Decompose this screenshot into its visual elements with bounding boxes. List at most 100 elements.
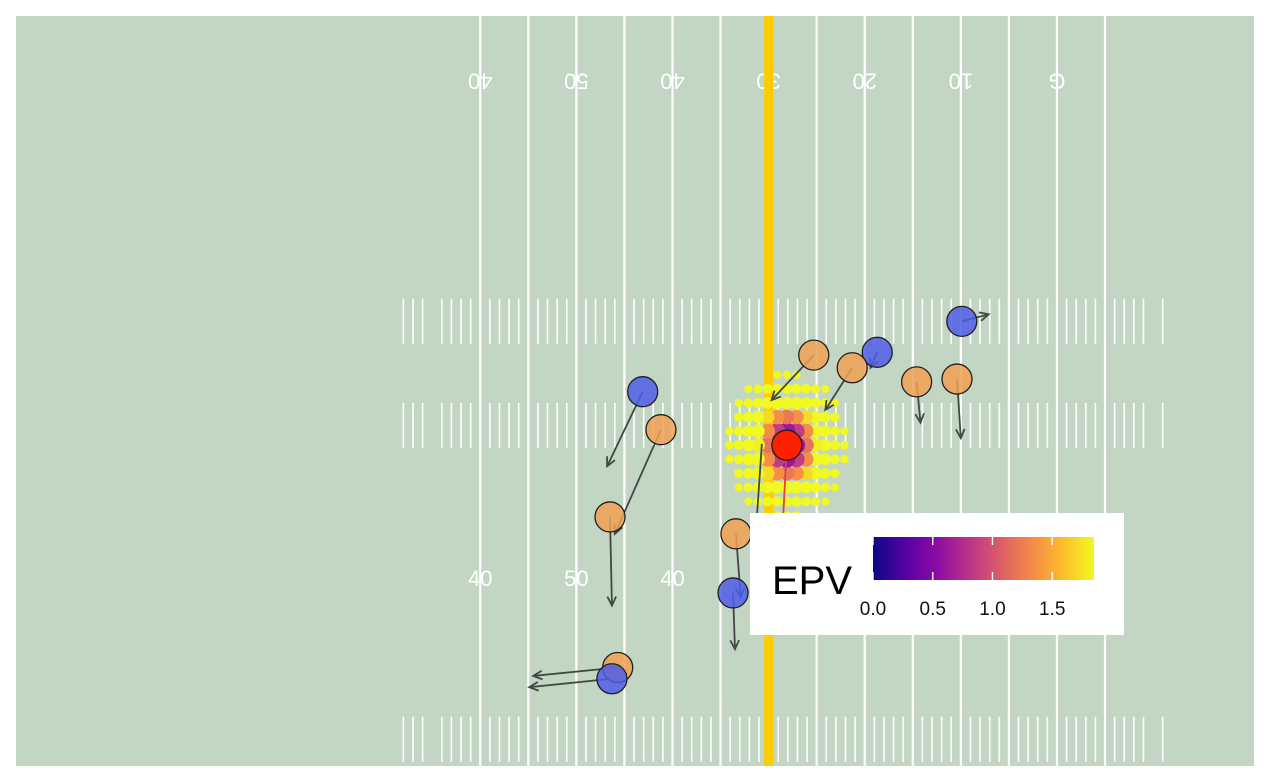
velocity-arrow-head <box>729 639 740 652</box>
epv-point <box>801 383 812 394</box>
epv-point <box>743 467 754 479</box>
epv-point <box>770 409 785 425</box>
legend-ticks: 0.0 0.5 1.0 1.5 <box>860 537 1065 620</box>
offense-player <box>900 366 933 398</box>
epv-point <box>744 497 753 506</box>
epv-point <box>751 410 765 424</box>
epv-point <box>734 483 743 492</box>
epv-point <box>751 467 765 480</box>
epv-point <box>829 426 840 437</box>
epv-point <box>800 481 812 494</box>
epv-point <box>752 397 764 409</box>
epv-point <box>820 482 831 493</box>
offense-player <box>836 352 868 384</box>
yard-number-flipped: 40 <box>660 69 684 94</box>
epv-point <box>819 425 832 437</box>
velocity-arrow-head <box>527 681 539 692</box>
legend-tick-label: 0.5 <box>920 599 946 620</box>
legend-title: EPV <box>772 559 852 603</box>
players <box>594 305 978 695</box>
epv-point <box>840 426 849 436</box>
epv-point <box>734 468 744 478</box>
velocity-arrow-head <box>606 456 616 469</box>
velocity-arrow-head <box>978 311 991 322</box>
epv-point <box>760 423 776 439</box>
legend: EPV 0.0 0.5 1.0 1.5 <box>750 513 1124 635</box>
epv-point <box>771 481 784 494</box>
velocity-arrow-head <box>955 428 966 441</box>
velocity-arrow-head <box>770 390 782 402</box>
epv-point <box>772 496 783 507</box>
offense-player <box>645 414 677 446</box>
epv-point <box>782 370 792 380</box>
yard-number: 40 <box>660 566 684 591</box>
defense-player <box>861 336 893 368</box>
epv-point <box>742 425 755 437</box>
epv-point <box>743 398 754 408</box>
epv-point <box>742 439 755 452</box>
yard-numbers: 404050504040303020201010GG <box>468 69 1066 591</box>
yard-number: 50 <box>564 566 588 591</box>
epv-point <box>830 483 840 492</box>
epv-point <box>811 384 821 394</box>
velocity-arrow-head <box>914 412 925 425</box>
epv-point <box>819 439 832 452</box>
epv-point <box>819 411 831 423</box>
yard-number: 40 <box>468 566 492 591</box>
epv-point <box>830 412 840 422</box>
epv-point <box>840 440 849 450</box>
legend-colorbar <box>873 537 1094 580</box>
velocity-arrow-head <box>531 669 543 681</box>
yard-number-flipped: 40 <box>468 69 492 94</box>
epv-point <box>760 410 775 424</box>
epv-point <box>733 454 744 465</box>
epv-point <box>809 467 822 480</box>
epv-point <box>743 482 754 493</box>
epv-point <box>829 440 841 451</box>
epv-point <box>773 370 782 379</box>
epv-point <box>790 396 803 410</box>
epv-point <box>761 481 774 494</box>
defense-player <box>596 663 628 695</box>
epv-point <box>733 440 744 451</box>
offense-player <box>798 339 830 371</box>
velocity-arrow-head <box>606 596 617 608</box>
defense-player <box>946 305 978 337</box>
epv-point <box>819 467 831 479</box>
epv-point <box>770 466 785 481</box>
epv-point <box>829 454 840 465</box>
yard-number-flipped: 10 <box>949 69 973 94</box>
yard-number-flipped: G <box>1048 69 1065 94</box>
ball-carrier <box>771 429 803 461</box>
epv-point <box>733 426 744 437</box>
epv-point <box>725 426 734 436</box>
epv-point <box>759 437 776 453</box>
epv-point <box>830 468 840 478</box>
epv-point <box>744 384 753 393</box>
epv-point <box>734 398 743 408</box>
epv-point <box>724 440 734 450</box>
epv-point <box>801 496 812 507</box>
velocity-arrow-head <box>824 399 835 412</box>
legend-tick-label: 1.5 <box>1039 599 1065 620</box>
legend-tick-label: 0.0 <box>860 599 886 620</box>
epv-point <box>821 384 830 393</box>
defense-player <box>717 577 749 609</box>
epv-point <box>760 451 776 467</box>
epv-point <box>819 453 832 466</box>
epv-point <box>725 455 734 464</box>
epv-point <box>810 482 822 493</box>
epv-point <box>790 481 803 494</box>
epv-point <box>762 383 773 394</box>
epv-grid <box>724 370 849 520</box>
epv-point <box>761 397 774 409</box>
epv-point <box>840 455 849 464</box>
epv-point <box>751 424 765 438</box>
legend-tick-label: 1.0 <box>979 599 1005 620</box>
epv-point <box>762 496 773 507</box>
epv-point <box>760 466 775 481</box>
yard-number-flipped: 20 <box>852 69 876 94</box>
epv-point <box>821 497 830 506</box>
epv-point <box>810 397 822 409</box>
